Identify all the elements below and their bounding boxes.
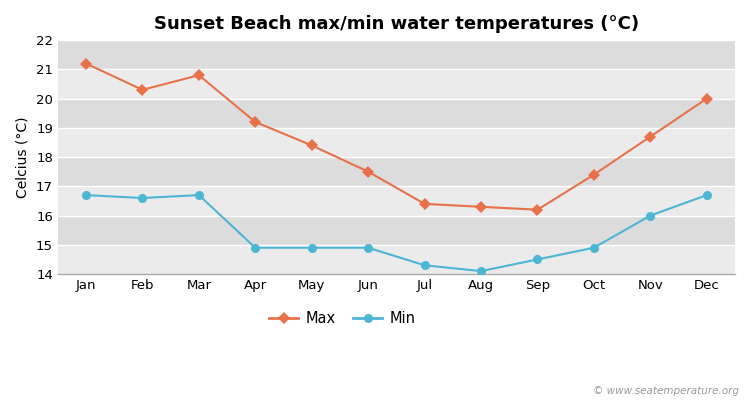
Bar [58,40,735,69]
Text: © www.seatemperature.org: © www.seatemperature.org [592,386,739,396]
Bar [58,157,735,186]
Y-axis label: Celcius (°C): Celcius (°C) [15,116,29,198]
Title: Sunset Beach max/min water temperatures (°C): Sunset Beach max/min water temperatures … [154,15,639,33]
Bar [58,186,735,216]
Bar [58,69,735,98]
Legend: Max, Min: Max, Min [263,306,422,332]
Bar [58,216,735,245]
Bar [58,245,735,274]
Bar [58,128,735,157]
Bar [58,98,735,128]
